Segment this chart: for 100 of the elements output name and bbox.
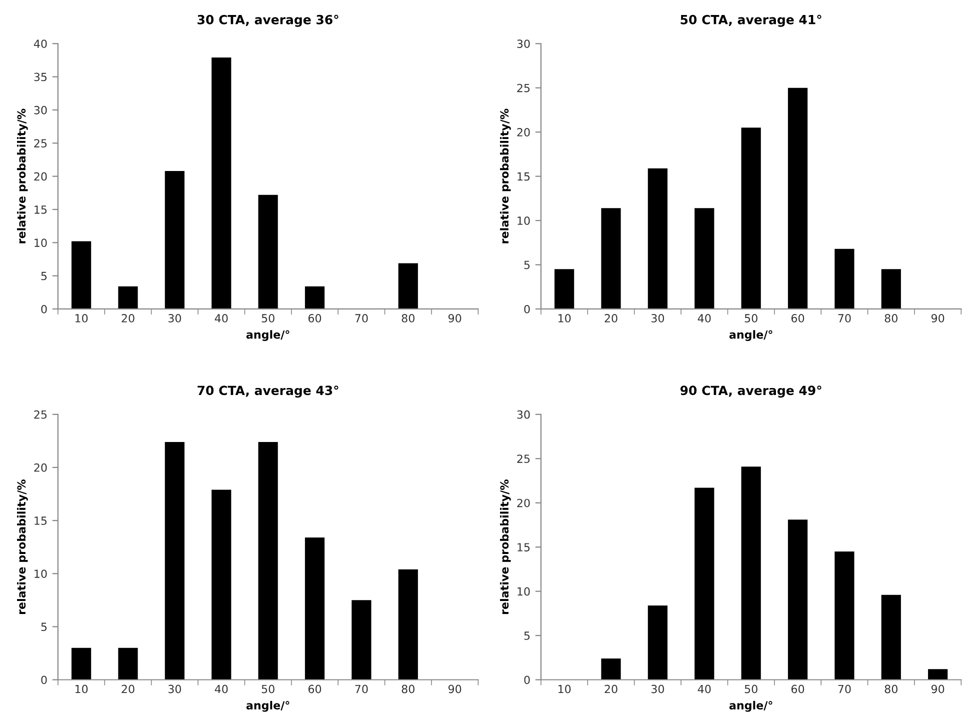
x-tick-label: 20	[122, 684, 134, 694]
x-tick-label: 70	[838, 684, 851, 694]
x-tick-label: 60	[308, 684, 322, 694]
x-tick-label: 50	[744, 314, 758, 322]
x-tick-label: 20	[604, 684, 618, 694]
x-tick-label: 50	[262, 684, 274, 694]
y-axis-title: relative probability/%	[17, 108, 28, 244]
bar	[72, 648, 92, 680]
x-tick-label: 50	[262, 314, 274, 322]
x-tick-label: 70	[355, 314, 368, 322]
x-tick-label: 90	[931, 314, 944, 322]
x-tick-label: 30	[168, 684, 182, 694]
x-axis-title: angle/°	[729, 700, 772, 712]
bar	[304, 538, 325, 680]
chart-title: 90 CTA, average 49°	[680, 386, 822, 398]
y-tick-label: 0	[524, 676, 530, 684]
bar	[164, 170, 184, 309]
y-tick-label: 30	[517, 410, 530, 419]
x-axis-title: angle/°	[729, 330, 772, 341]
y-tick-label: 5	[524, 260, 530, 270]
bar	[741, 466, 761, 680]
y-tick-label: 25	[517, 454, 530, 463]
bar	[72, 241, 92, 309]
x-tick-label: 50	[744, 684, 758, 694]
bar	[164, 442, 184, 680]
bar	[788, 520, 808, 680]
y-tick-label: 10	[34, 238, 47, 248]
x-tick-label: 40	[214, 314, 228, 322]
y-tick-label: 0	[524, 304, 530, 314]
y-tick-label: 20	[34, 463, 47, 472]
y-axis-title: relative probability/%	[17, 480, 28, 614]
x-tick-label: 10	[75, 684, 88, 694]
x-tick-label: 80	[884, 684, 898, 694]
y-tick-label: 20	[517, 128, 530, 136]
x-tick-label: 10	[558, 684, 571, 694]
bar	[212, 490, 232, 680]
y-tick-label: 30	[517, 40, 530, 48]
x-tick-label: 20	[604, 314, 618, 322]
x-tick-label: 40	[698, 684, 711, 694]
x-tick-label: 10	[75, 314, 88, 322]
x-tick-label: 10	[558, 314, 571, 322]
chart-title: 50 CTA, average 41°	[680, 14, 822, 27]
x-tick-label: 40	[698, 314, 711, 322]
y-tick-label: 25	[34, 139, 47, 148]
y-axis-title: relative probability/%	[500, 480, 511, 614]
bar	[258, 194, 278, 309]
bar	[304, 286, 325, 309]
bar	[834, 248, 854, 309]
x-tick-label: 30	[651, 684, 664, 694]
x-tick-label: 80	[402, 684, 414, 694]
x-tick-label: 60	[791, 684, 804, 694]
bar	[694, 488, 714, 680]
x-tick-label: 30	[168, 314, 182, 322]
bar	[398, 263, 418, 309]
chart-title: 70 CTA, average 43°	[198, 386, 338, 398]
x-tick-label: 90	[931, 684, 944, 694]
y-tick-label: 0	[41, 676, 47, 684]
bar	[258, 442, 278, 680]
bar	[398, 569, 418, 680]
y-tick-label: 20	[517, 498, 530, 508]
y-tick-label: 10	[518, 587, 530, 596]
x-tick-label: 30	[651, 314, 664, 322]
y-tick-label: 10	[518, 216, 530, 225]
chart-title: 30 CTA, average 36°	[198, 14, 338, 27]
y-tick-label: 40	[34, 40, 47, 48]
y-tick-label: 35	[34, 72, 47, 82]
y-tick-label: 5	[41, 272, 47, 280]
bar	[601, 208, 621, 309]
y-tick-label: 30	[34, 106, 47, 114]
x-tick-label: 60	[791, 314, 804, 322]
y-tick-label: 5	[41, 622, 47, 632]
x-tick-label: 40	[214, 684, 228, 694]
bar	[212, 58, 232, 309]
bar	[694, 208, 714, 309]
x-axis-title: angle/°	[246, 330, 290, 341]
bar	[554, 269, 574, 309]
y-tick-label: 15	[518, 543, 530, 552]
y-tick-label: 20	[34, 172, 47, 181]
x-tick-label: 20	[122, 314, 134, 322]
x-tick-label: 90	[448, 314, 462, 322]
y-axis-title: relative probability/%	[500, 108, 511, 244]
y-tick-label: 25	[34, 410, 47, 419]
y-tick-label: 15	[518, 172, 530, 181]
y-tick-label: 5	[524, 632, 530, 640]
bar	[741, 128, 761, 309]
y-tick-label: 15	[34, 516, 47, 525]
y-tick-label: 15	[34, 206, 47, 214]
bar	[788, 88, 808, 309]
bar	[881, 594, 901, 680]
y-tick-label: 0	[41, 304, 47, 314]
bar	[352, 600, 372, 680]
x-tick-label: 90	[448, 684, 462, 694]
bar	[881, 269, 901, 309]
x-axis-title: angle/°	[246, 700, 290, 712]
bar	[648, 605, 668, 680]
x-tick-label: 70	[355, 684, 368, 694]
bar	[648, 168, 668, 309]
bar	[601, 658, 621, 680]
x-tick-label: 70	[838, 314, 851, 322]
bar	[928, 669, 948, 680]
